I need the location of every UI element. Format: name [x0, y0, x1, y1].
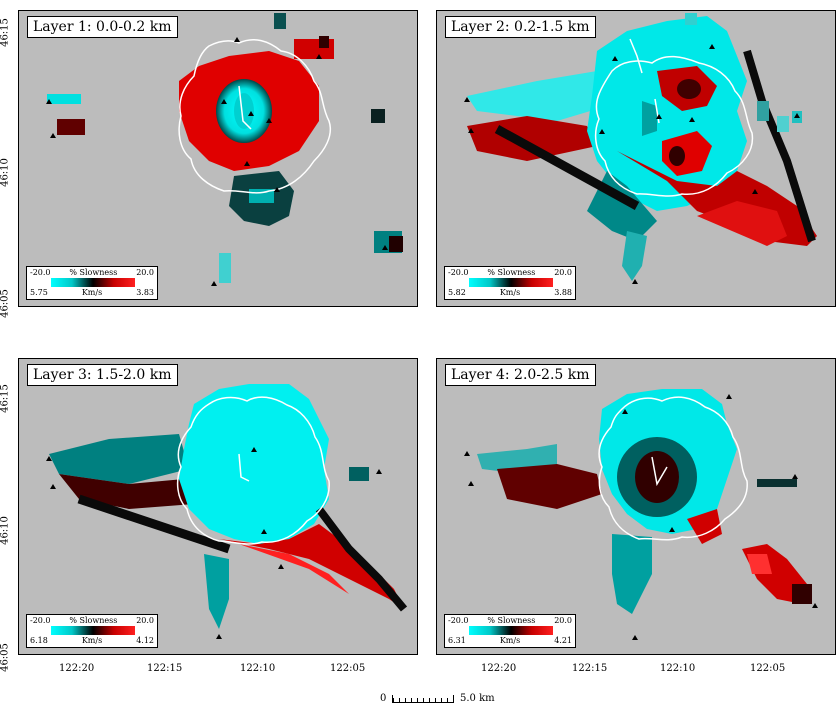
- legend-velocity-label: Km/s: [499, 288, 521, 297]
- scale-bar-end: 5.0 km: [460, 693, 495, 704]
- legend-velocity-left: 5.82: [448, 288, 466, 297]
- layer-1-map: Layer 1: 0.0-0.2 km -20.0 % Slowness 20.…: [18, 10, 418, 307]
- legend-slowness-max: 20.0: [136, 616, 154, 625]
- layer-3-legend: -20.0 % Slowness 20.0 6.18 Km/s 4.12: [26, 614, 158, 648]
- layer-2-caldera-outline: [594, 55, 754, 197]
- legend-slowness-min: -20.0: [30, 616, 51, 625]
- lon-tick-left-3: 122:10: [240, 663, 276, 674]
- layer-4-anomalies: [477, 389, 812, 614]
- lon-tick-right-4: 122:05: [750, 663, 786, 674]
- layer-1-title: Layer 1: 0.0-0.2 km: [27, 16, 178, 38]
- lon-tick-left-1: 122:20: [59, 663, 95, 674]
- legend-velocity-right: 4.12: [136, 636, 154, 645]
- layer-3-anomalies: [49, 384, 408, 629]
- layer-1-caldera-outline: [178, 39, 331, 194]
- layer-4-legend: -20.0 % Slowness 20.0 6.31 Km/s 4.21: [444, 614, 576, 648]
- lat-tick-bottom-2: 46:10: [0, 516, 11, 545]
- layer-4-title: Layer 4: 2.0-2.5 km: [445, 364, 596, 386]
- layer-2-legend: -20.0 % Slowness 20.0 5.82 Km/s 3.88: [444, 266, 576, 300]
- scale-bar-ruler: [392, 695, 454, 703]
- legend-slowness-min: -20.0: [448, 268, 469, 277]
- lat-tick-bottom-3: 46:05: [0, 643, 11, 672]
- legend-velocity-label: Km/s: [499, 636, 521, 645]
- legend-slowness-min: -20.0: [448, 616, 469, 625]
- scale-bar-start: 0: [380, 693, 387, 704]
- station-markers: [464, 44, 800, 284]
- legend-slowness-label: % Slowness: [487, 268, 536, 277]
- layer-3-caldera-outline: [176, 396, 330, 545]
- legend-slowness-min: -20.0: [30, 268, 51, 277]
- legend-velocity-right: 3.88: [554, 288, 572, 297]
- lon-tick-left-2: 122:15: [147, 663, 183, 674]
- layer-1-anomalies: [47, 13, 403, 283]
- lon-tick-right-2: 122:15: [572, 663, 608, 674]
- legend-slowness-label: % Slowness: [69, 616, 118, 625]
- layer-2-map: Layer 2: 0.2-1.5 km -20.0 % Slowness 20.…: [436, 10, 836, 307]
- layer-3-title: Layer 3: 1.5-2.0 km: [27, 364, 178, 386]
- layer-2-anomalies: [467, 13, 817, 281]
- legend-velocity-right: 3.83: [136, 288, 154, 297]
- lat-tick-top-2: 46:10: [0, 158, 11, 187]
- legend-velocity-label: Km/s: [81, 288, 103, 297]
- legend-slowness-max: 20.0: [554, 268, 572, 277]
- lat-tick-top-1: 46:15: [0, 18, 11, 47]
- lat-tick-top-3: 46:05: [0, 289, 11, 318]
- legend-slowness-max: 20.0: [554, 616, 572, 625]
- legend-color-bar: [51, 626, 135, 635]
- lon-tick-right-3: 122:10: [660, 663, 696, 674]
- layer-3-tomography: [46, 384, 408, 639]
- layer-1-tomography: [46, 13, 403, 286]
- legend-velocity-left: 6.18: [30, 636, 48, 645]
- layer-4-caldera-outline: [598, 396, 748, 541]
- legend-velocity-left: 5.75: [30, 288, 48, 297]
- legend-velocity-left: 6.31: [448, 636, 466, 645]
- layer-4-tomography: [464, 389, 818, 640]
- station-markers: [46, 447, 382, 639]
- legend-slowness-label: % Slowness: [487, 616, 536, 625]
- lon-tick-left-4: 122:05: [330, 663, 366, 674]
- layer-1-legend: -20.0 % Slowness 20.0 5.75 Km/s 3.83: [26, 266, 158, 300]
- layer-4-map: Layer 4: 2.0-2.5 km -20.0 % Slowness 20.…: [436, 358, 836, 655]
- station-markers: [46, 37, 388, 286]
- legend-color-bar: [51, 278, 135, 287]
- station-markers: [464, 394, 818, 640]
- legend-color-bar: [469, 626, 553, 635]
- layer-2-tomography: [464, 13, 817, 284]
- lat-tick-bottom-1: 46:15: [0, 384, 11, 413]
- legend-color-bar: [469, 278, 553, 287]
- lon-tick-right-1: 122:20: [481, 663, 517, 674]
- layer-2-title: Layer 2: 0.2-1.5 km: [445, 16, 596, 38]
- legend-velocity-right: 4.21: [554, 636, 572, 645]
- legend-slowness-max: 20.0: [136, 268, 154, 277]
- layer-3-map: Layer 3: 1.5-2.0 km -20.0 % Slowness 20.…: [18, 358, 418, 655]
- legend-slowness-label: % Slowness: [69, 268, 118, 277]
- legend-velocity-label: Km/s: [81, 636, 103, 645]
